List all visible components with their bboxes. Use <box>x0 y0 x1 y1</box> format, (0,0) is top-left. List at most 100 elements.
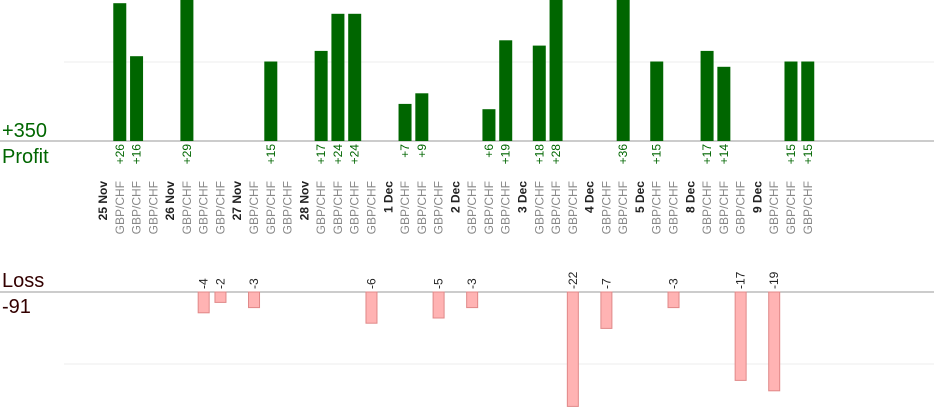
loss-value-label: -7 <box>599 278 613 289</box>
pair-label: GBP/CHF <box>247 181 261 234</box>
pair-label: GBP/CHF <box>432 181 446 234</box>
pair-label: GBP/CHF <box>364 181 378 234</box>
profit-total: +350 <box>2 120 47 142</box>
profit-value-label: +15 <box>264 144 278 165</box>
profit-bar <box>499 40 513 141</box>
date-label: 26 Nov <box>163 181 177 221</box>
profit-bar <box>717 66 731 141</box>
loss-bar <box>365 291 378 324</box>
date-label: 2 Dec <box>448 181 462 213</box>
profit-value-label: +6 <box>482 144 496 158</box>
profit-bar <box>113 3 127 142</box>
loss-value-label: -3 <box>667 278 681 289</box>
pair-label: GBP/CHF <box>197 181 211 234</box>
profit-value-label: +24 <box>348 144 362 165</box>
profit-value-label: +36 <box>616 144 630 165</box>
profit-value-label: +17 <box>700 144 714 165</box>
loss-bar <box>197 291 210 314</box>
profit-value-label: +14 <box>717 144 731 165</box>
loss-bar <box>214 291 227 303</box>
date-label: 28 Nov <box>297 181 311 221</box>
date-label: 3 Dec <box>516 181 530 213</box>
loss-value-label: -17 <box>734 271 748 289</box>
loss-label: Loss <box>2 270 44 292</box>
pair-label: GBP/CHF <box>264 181 278 234</box>
loss-bar <box>566 291 579 407</box>
profit-bar <box>549 0 563 141</box>
pair-label: GBP/CHF <box>717 181 731 234</box>
profit-bar <box>784 61 798 141</box>
loss-bar <box>600 291 613 329</box>
profit-bar <box>700 50 714 141</box>
profit-value-label: +15 <box>784 144 798 165</box>
date-label: 9 Dec <box>750 181 764 213</box>
loss-bar <box>248 291 261 309</box>
pair-label: GBP/CHF <box>213 181 227 234</box>
pair-label: GBP/CHF <box>599 181 613 234</box>
pair-label: GBP/CHF <box>767 181 781 234</box>
pair-label: GBP/CHF <box>667 181 681 234</box>
pair-label: GBP/CHF <box>650 181 664 234</box>
date-label: 27 Nov <box>230 181 244 221</box>
loss-value-label: -4 <box>197 278 211 289</box>
pair-label: GBP/CHF <box>499 181 513 234</box>
date-label: 25 Nov <box>96 181 110 221</box>
pair-label: GBP/CHF <box>616 181 630 234</box>
profit-value-label: +9 <box>415 144 429 158</box>
pair-label: GBP/CHF <box>549 181 563 234</box>
pair-label: GBP/CHF <box>130 181 144 234</box>
pair-label: GBP/CHF <box>415 181 429 234</box>
bars <box>113 0 815 407</box>
loss-value-label: -3 <box>247 278 261 289</box>
profit-value-label: +16 <box>130 144 144 165</box>
pair-label: GBP/CHF <box>348 181 362 234</box>
loss-value-label: -2 <box>213 278 227 289</box>
pair-label: GBP/CHF <box>146 181 160 234</box>
profit-bar <box>264 61 278 141</box>
date-label: 8 Dec <box>683 181 697 213</box>
pair-label: GBP/CHF <box>314 181 328 234</box>
profit-bar <box>314 50 328 141</box>
loss-value-label: -5 <box>432 278 446 289</box>
pair-label: GBP/CHF <box>113 181 127 234</box>
profit-bar <box>398 103 412 141</box>
pair-label: GBP/CHF <box>180 181 194 234</box>
profit-value-label: +19 <box>499 144 513 165</box>
profit-bar <box>348 13 362 141</box>
profit-value-label: +29 <box>180 144 194 165</box>
profit-bar <box>482 109 496 141</box>
date-label: 1 Dec <box>381 181 395 213</box>
loss-value-label: -3 <box>465 278 479 289</box>
loss-bar <box>768 291 781 392</box>
loss-bar <box>466 291 479 309</box>
pair-label: GBP/CHF <box>532 181 546 234</box>
profit-bar <box>180 0 194 141</box>
profit-bar <box>532 45 546 141</box>
loss-value-label: -6 <box>364 278 378 289</box>
profit-value-label: +15 <box>801 144 815 165</box>
profit-value-label: +28 <box>549 144 563 165</box>
profit-label: Profit <box>2 146 49 168</box>
pair-label: GBP/CHF <box>700 181 714 234</box>
profit-bar <box>415 93 429 141</box>
profit-bar <box>801 61 815 141</box>
loss-bar <box>432 291 445 319</box>
date-label: 5 Dec <box>633 181 647 213</box>
pair-label: GBP/CHF <box>566 181 580 234</box>
pair-label: GBP/CHF <box>784 181 798 234</box>
pair-label: GBP/CHF <box>734 181 748 234</box>
profit-value-label: +26 <box>113 144 127 165</box>
profit-value-label: +17 <box>314 144 328 165</box>
profit-value-label: +24 <box>331 144 345 165</box>
date-label: 4 Dec <box>583 181 597 213</box>
profit-value-label: +7 <box>398 144 412 158</box>
profit-value-label: +18 <box>532 144 546 165</box>
loss-bar <box>667 291 680 309</box>
pair-label: GBP/CHF <box>465 181 479 234</box>
pair-label: GBP/CHF <box>398 181 412 234</box>
profit-value-label: +15 <box>650 144 664 165</box>
profit-bar <box>650 61 664 141</box>
loss-value-label: -19 <box>767 271 781 289</box>
pair-label: GBP/CHF <box>331 181 345 234</box>
